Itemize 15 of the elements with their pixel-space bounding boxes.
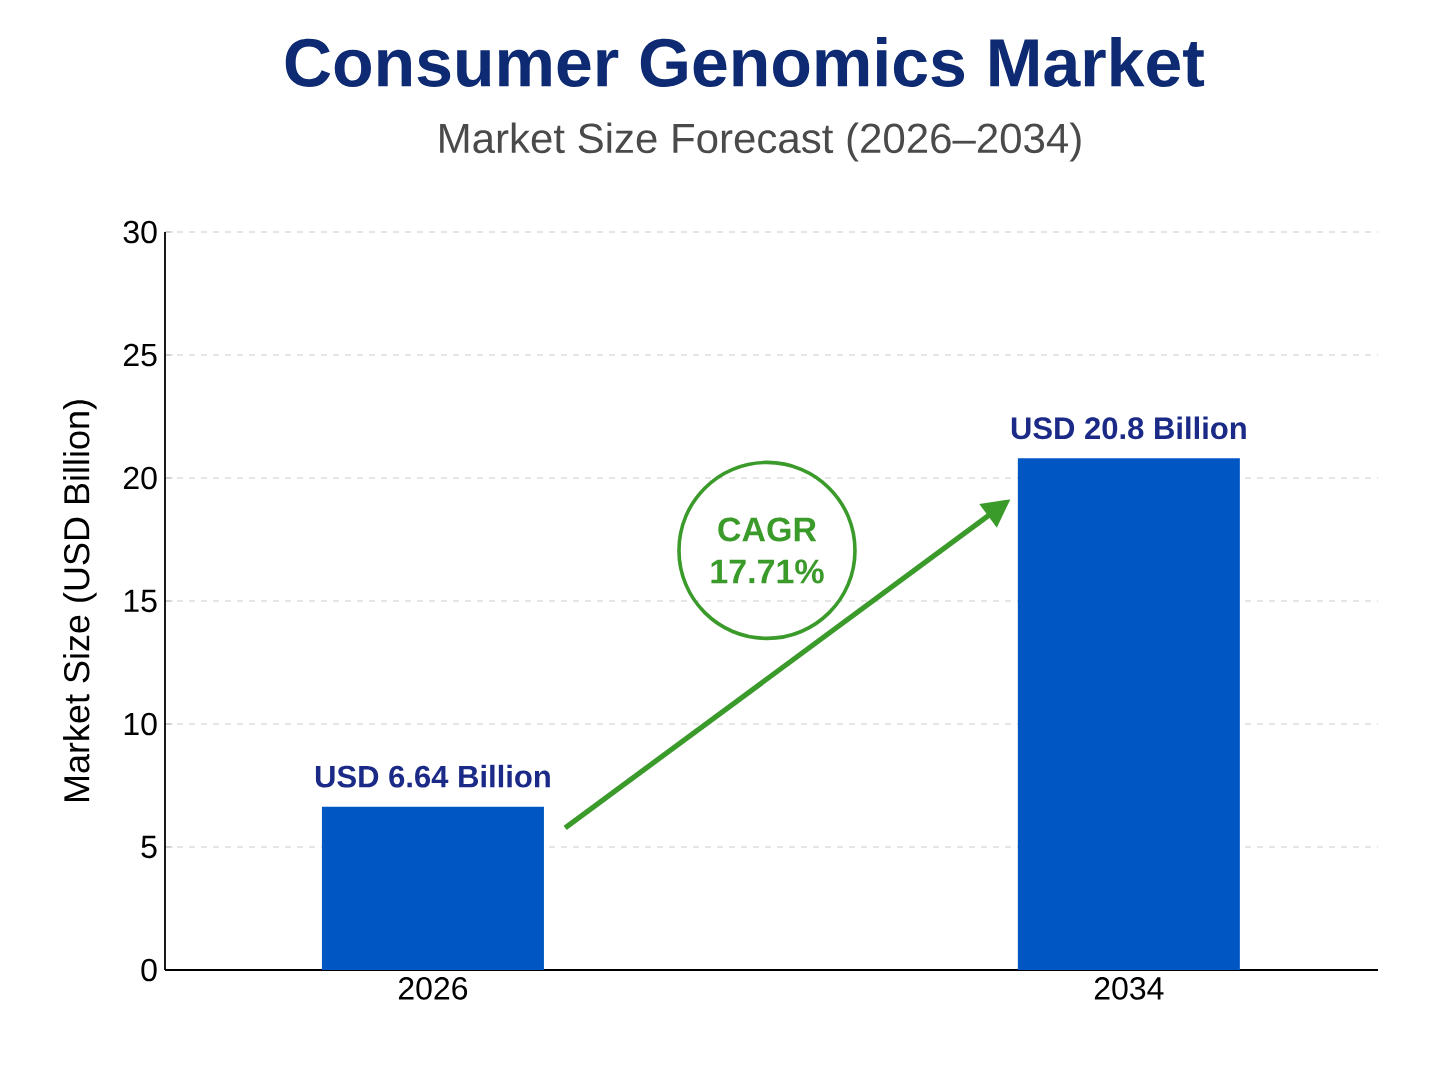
data-label: USD 20.8 Billion bbox=[1011, 416, 1246, 440]
annotation: CAGR 17.71% bbox=[711, 517, 824, 584]
y-tick-label: 30 bbox=[123, 220, 157, 244]
y-tick-label: 0 bbox=[141, 958, 157, 982]
y-tick-label: 10 bbox=[124, 712, 157, 736]
y-tick-label: 20 bbox=[123, 466, 157, 490]
y-axis-title: Market Size (USD Billion) bbox=[63, 400, 97, 802]
x-tick-label: 2026 bbox=[398, 977, 468, 1000]
y-tick-label: 25 bbox=[123, 343, 157, 367]
y-tick-label: 15 bbox=[124, 589, 157, 613]
y-tick-label: 5 bbox=[141, 835, 157, 859]
chart-subtitle: Market Size Forecast (2026–2034) bbox=[440, 122, 1081, 162]
data-label: USD 6.64 Billion bbox=[315, 764, 550, 788]
chart-title: Consumer Genomics Market bbox=[285, 37, 1205, 87]
x-tick-label: 2034 bbox=[1094, 977, 1164, 1000]
